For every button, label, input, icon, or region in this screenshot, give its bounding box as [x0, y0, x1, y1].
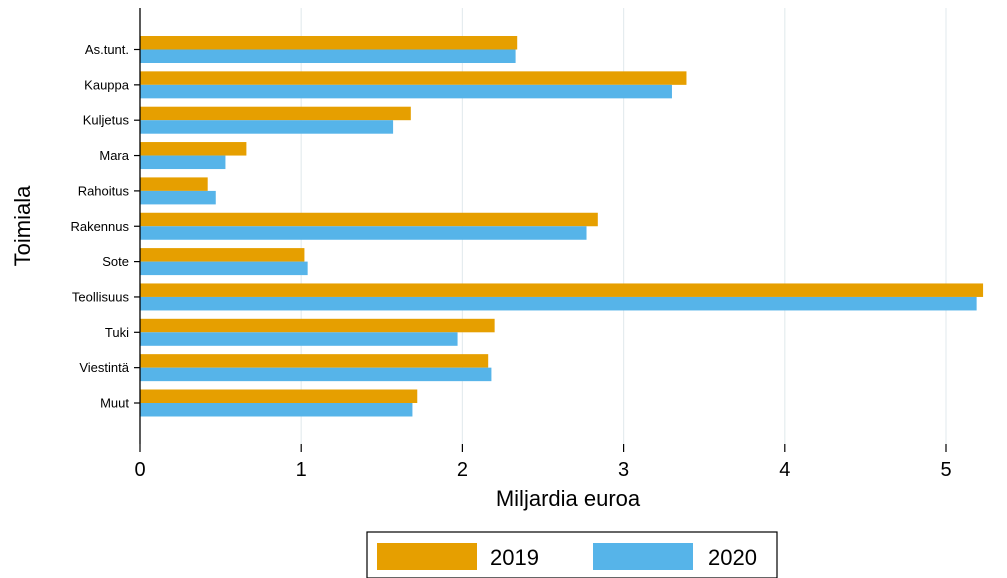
bar-2019	[140, 106, 411, 121]
bar-2020	[140, 84, 672, 99]
category-label: Muut	[100, 396, 129, 411]
bar-2019	[140, 142, 247, 156]
bar-2019	[140, 389, 418, 403]
legend-label-2019: 2019	[490, 545, 539, 570]
bar-2020	[140, 226, 587, 240]
category-label: Sote	[102, 254, 129, 269]
legend: 2019 2020	[366, 531, 778, 578]
x-tick-label: 5	[940, 459, 951, 481]
axes	[134, 8, 947, 452]
bar-2019	[140, 71, 687, 85]
legend-swatch-2019	[377, 543, 477, 570]
bar-2020	[140, 332, 458, 346]
category-label: As.tunt.	[85, 42, 129, 57]
category-label: Teollisuus	[72, 289, 130, 304]
bar-2019	[140, 212, 598, 227]
bar-2020	[140, 49, 516, 63]
bar-2019	[140, 177, 208, 191]
bar-2020	[140, 261, 308, 276]
bar-2020	[140, 403, 413, 417]
legend-swatch-2020	[593, 543, 693, 570]
bar-2020	[140, 296, 977, 311]
bar-2020	[140, 120, 394, 134]
x-tick-label: 0	[134, 459, 145, 481]
bar-2019	[140, 36, 518, 50]
bar-2020	[140, 155, 226, 170]
x-tick-label: 1	[296, 459, 307, 481]
bar-2020	[140, 367, 492, 382]
category-label: Tuki	[105, 325, 129, 340]
labels: 0 1 2 3 4 5 As.tunt. Kauppa Kuljetus Mara Rahoitus…	[70, 42, 951, 481]
x-tick-label: 4	[779, 459, 790, 481]
legend-label-2020: 2020	[708, 545, 757, 570]
bar-2019	[140, 248, 305, 262]
category-label: Rahoitus	[78, 183, 130, 198]
bar-2019	[140, 354, 489, 368]
x-axis-title: Miljardia euroa	[496, 486, 641, 511]
category-label: Rakennus	[70, 219, 129, 234]
x-tick-label: 3	[618, 459, 629, 481]
category-label: Viestintä	[79, 360, 129, 375]
x-tick-label: 2	[457, 459, 468, 481]
category-label: Kauppa	[84, 77, 130, 92]
category-label: Kuljetus	[83, 113, 130, 128]
y-axis-title: Toimiala	[10, 185, 35, 266]
bar-2019	[140, 318, 495, 333]
category-label: Mara	[99, 148, 129, 163]
bars	[140, 36, 984, 417]
bar-2020	[140, 190, 216, 205]
bar-2019	[140, 283, 984, 297]
